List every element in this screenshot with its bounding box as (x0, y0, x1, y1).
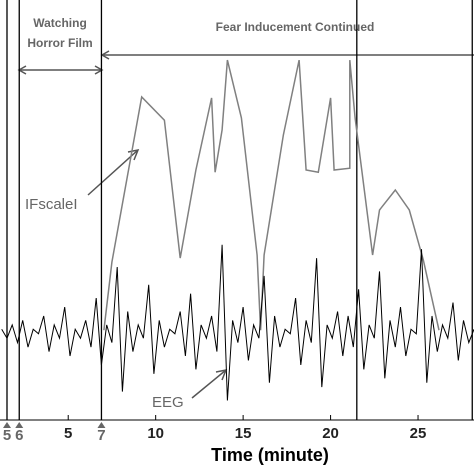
series-label: EEG (152, 394, 184, 411)
x-tick-label: 15 (235, 425, 252, 442)
annotation: Fear Inducement Continued (216, 20, 375, 34)
event-label: 6 (15, 427, 23, 444)
annotation: Watching (33, 16, 87, 30)
series-line (103, 59, 440, 331)
x-tick-label: 25 (410, 425, 427, 442)
x-tick-label: 10 (147, 425, 164, 442)
x-tick-label: 20 (322, 425, 339, 442)
event-marker (97, 422, 106, 428)
event-marker (15, 422, 24, 428)
x-tick-label: 5 (64, 425, 72, 442)
series-line (1, 244, 474, 401)
annotation: Horror Film (27, 36, 92, 50)
x-axis-label: Time (minute) (211, 445, 329, 465)
event-label: 5 (3, 427, 11, 444)
event-label: 7 (97, 427, 105, 444)
event-marker (2, 422, 11, 428)
series-label: IFscaleI (25, 196, 78, 213)
